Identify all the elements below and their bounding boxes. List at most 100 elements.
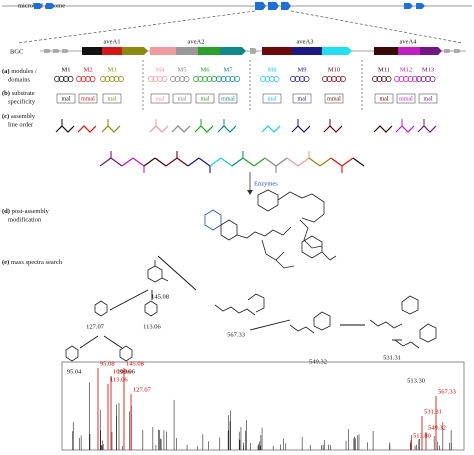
fragment-mass: 513.30	[407, 377, 425, 384]
bgc-blocks	[82, 47, 442, 55]
domain	[416, 76, 422, 82]
bond	[198, 157, 211, 167]
peak-label: 531.31	[424, 408, 442, 415]
module-label: M11	[378, 66, 390, 73]
bond	[99, 157, 112, 167]
label: assembly	[11, 113, 36, 120]
tag: (e)	[2, 259, 9, 266]
domain	[80, 76, 87, 82]
bond	[275, 157, 288, 167]
substrate-box	[195, 93, 215, 104]
domain	[269, 76, 275, 82]
domain	[174, 76, 181, 82]
domain	[372, 76, 378, 82]
domain	[152, 76, 159, 82]
label: substrate	[12, 90, 35, 97]
zoom-line	[17, 10, 256, 44]
substrate-label: mmal	[81, 96, 95, 102]
domain	[179, 76, 185, 82]
domain	[326, 76, 333, 82]
domain	[63, 76, 69, 82]
domain	[118, 76, 124, 82]
extender-unit	[55, 125, 75, 133]
modules: M1 mal M2 mmal M3 mal M4 mal M5 mal M6 mal M7 mmal M8 m…	[54, 66, 438, 133]
extender-unit	[261, 125, 281, 133]
extender-unit	[101, 125, 121, 133]
domain	[412, 76, 418, 82]
bgc-label: BGC	[10, 48, 23, 55]
module-label: M1	[61, 66, 70, 73]
arrow-head	[247, 190, 253, 195]
fragment-mass: 95.04	[67, 368, 82, 375]
fragment-mass: 109.06	[117, 368, 136, 375]
domain	[303, 76, 310, 82]
fragment-mass: 127.07	[86, 323, 105, 330]
domain	[100, 76, 106, 82]
domain	[299, 76, 305, 82]
svg-text:(b) substrate: (b) substrate	[2, 90, 35, 97]
bond	[231, 157, 244, 167]
substrate-label: mal	[424, 96, 433, 102]
substrate-label: mal	[156, 96, 165, 102]
domain	[294, 76, 301, 82]
bgc-side-genes	[44, 48, 461, 54]
domain	[148, 76, 154, 82]
enzymes-label: Enzymes	[254, 180, 278, 187]
substrate-box	[262, 93, 282, 104]
extender-unit	[417, 125, 437, 133]
domain	[85, 76, 91, 82]
tag: (d)	[2, 208, 10, 215]
tree-arrows	[79, 255, 402, 349]
domain	[425, 76, 431, 82]
peak-label: 127.07	[133, 386, 152, 393]
peak-label: 113.06	[110, 376, 128, 383]
bond	[187, 157, 200, 167]
domain	[76, 76, 82, 82]
domain	[429, 76, 436, 82]
substrate-box	[418, 93, 438, 104]
extender-unit	[149, 125, 169, 133]
domain	[54, 76, 60, 82]
extender-unit	[291, 125, 311, 133]
domain	[335, 76, 342, 82]
substrate-label: mal	[268, 96, 277, 102]
substrate-label: mal	[298, 96, 307, 102]
domain	[234, 76, 240, 82]
bond	[352, 157, 365, 167]
label: mass spectra search	[11, 259, 63, 266]
substrate-label: mal	[380, 96, 389, 102]
substrate-box	[150, 93, 170, 104]
domain	[104, 76, 111, 82]
substrate-label: mmal	[399, 96, 413, 102]
domain	[202, 76, 208, 82]
svg-text:(e) mass spectra search: (e) mass spectra search	[2, 259, 63, 266]
domain	[331, 76, 337, 82]
domain	[170, 76, 176, 82]
domain	[197, 76, 204, 82]
bond	[220, 157, 233, 167]
substrate-box	[56, 93, 76, 104]
domain	[376, 76, 383, 82]
bond	[297, 157, 310, 167]
domain	[394, 76, 400, 82]
substrate-label: mal	[178, 96, 187, 102]
extender-unit	[77, 125, 97, 133]
extender-unit	[217, 125, 237, 133]
domain	[290, 76, 296, 82]
bond	[154, 157, 167, 167]
substrate-box	[374, 93, 394, 104]
domain	[322, 76, 328, 82]
extender-unit	[373, 125, 393, 133]
domain	[264, 76, 271, 82]
domain	[109, 76, 115, 82]
domain	[403, 76, 409, 82]
module-label: M12	[400, 66, 412, 73]
extender-unit	[194, 125, 214, 133]
svg-text:(c) assembly: (c) assembly	[2, 113, 36, 120]
substrate-box	[172, 93, 192, 104]
substrate-box	[102, 93, 122, 104]
domain	[385, 76, 392, 82]
bond	[143, 157, 156, 167]
svg-text:(a) modules /: (a) modules /	[2, 68, 37, 75]
